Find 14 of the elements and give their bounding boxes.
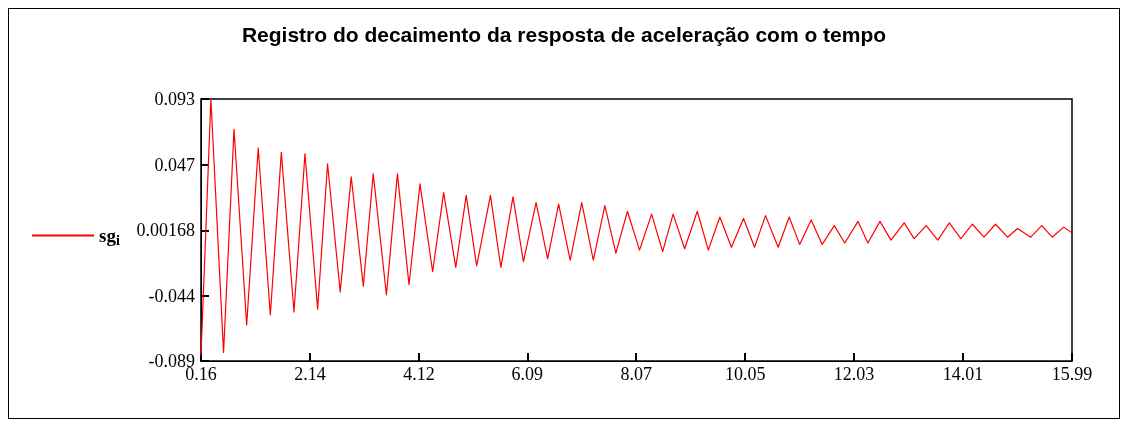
x-tick-label: 12.03 [833, 364, 875, 384]
line-series [200, 98, 1073, 356]
y-tick-label: 0.00168 [136, 220, 195, 241]
y-tick-label: 0.047 [154, 155, 195, 176]
x-tick-label: 15.99 [1051, 364, 1093, 384]
x-tick-label: 2.14 [294, 364, 326, 384]
x-tick-label: 6.09 [511, 364, 544, 384]
y-tick-label: 0.093 [154, 89, 195, 109]
x-tick-label: 8.07 [620, 364, 652, 384]
x-tick-label: 4.12 [403, 364, 435, 384]
x-tick-label: 10.05 [724, 364, 766, 384]
y-tick-label: -0.044 [148, 286, 195, 307]
x-tick-label: 14.01 [942, 364, 984, 384]
chart-title: Registro do decaimento da resposta de aceleração com o tempo [241, 23, 887, 46]
